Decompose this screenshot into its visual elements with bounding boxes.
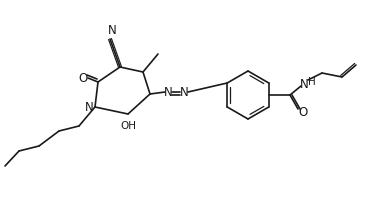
Text: N: N xyxy=(299,77,309,90)
Text: N: N xyxy=(108,24,116,37)
Text: OH: OH xyxy=(120,120,136,130)
Text: O: O xyxy=(298,106,308,119)
Text: O: O xyxy=(78,72,88,85)
Text: N: N xyxy=(164,86,173,99)
Text: H: H xyxy=(308,77,316,87)
Text: N: N xyxy=(180,86,188,99)
Text: N: N xyxy=(85,101,93,114)
